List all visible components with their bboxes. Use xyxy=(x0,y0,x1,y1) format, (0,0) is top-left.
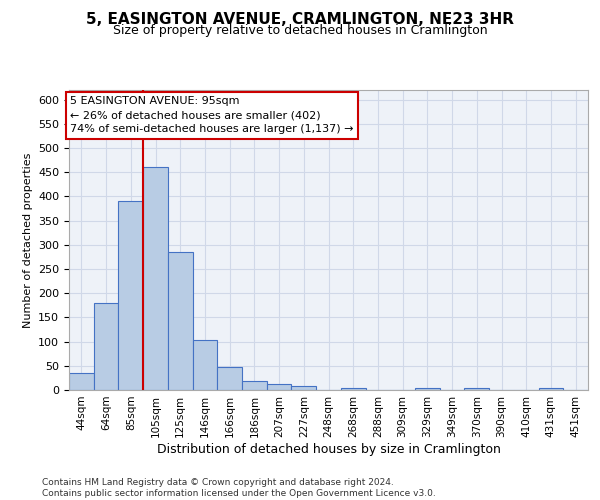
Text: 5 EASINGTON AVENUE: 95sqm
← 26% of detached houses are smaller (402)
74% of semi: 5 EASINGTON AVENUE: 95sqm ← 26% of detac… xyxy=(70,96,354,134)
Bar xyxy=(193,340,217,390)
Bar xyxy=(217,367,242,390)
Bar xyxy=(292,386,316,390)
Bar xyxy=(267,384,292,390)
Text: 5, EASINGTON AVENUE, CRAMLINGTON, NE23 3HR: 5, EASINGTON AVENUE, CRAMLINGTON, NE23 3… xyxy=(86,12,514,28)
Bar xyxy=(94,303,118,390)
Bar xyxy=(539,388,563,390)
Text: Contains HM Land Registry data © Crown copyright and database right 2024.
Contai: Contains HM Land Registry data © Crown c… xyxy=(42,478,436,498)
Bar xyxy=(168,252,193,390)
X-axis label: Distribution of detached houses by size in Cramlington: Distribution of detached houses by size … xyxy=(157,442,500,456)
Y-axis label: Number of detached properties: Number of detached properties xyxy=(23,152,32,328)
Bar xyxy=(118,202,143,390)
Text: Size of property relative to detached houses in Cramlington: Size of property relative to detached ho… xyxy=(113,24,487,37)
Bar xyxy=(341,388,365,390)
Bar xyxy=(242,382,267,390)
Bar xyxy=(69,373,94,390)
Bar xyxy=(464,388,489,390)
Bar xyxy=(143,168,168,390)
Bar xyxy=(415,388,440,390)
